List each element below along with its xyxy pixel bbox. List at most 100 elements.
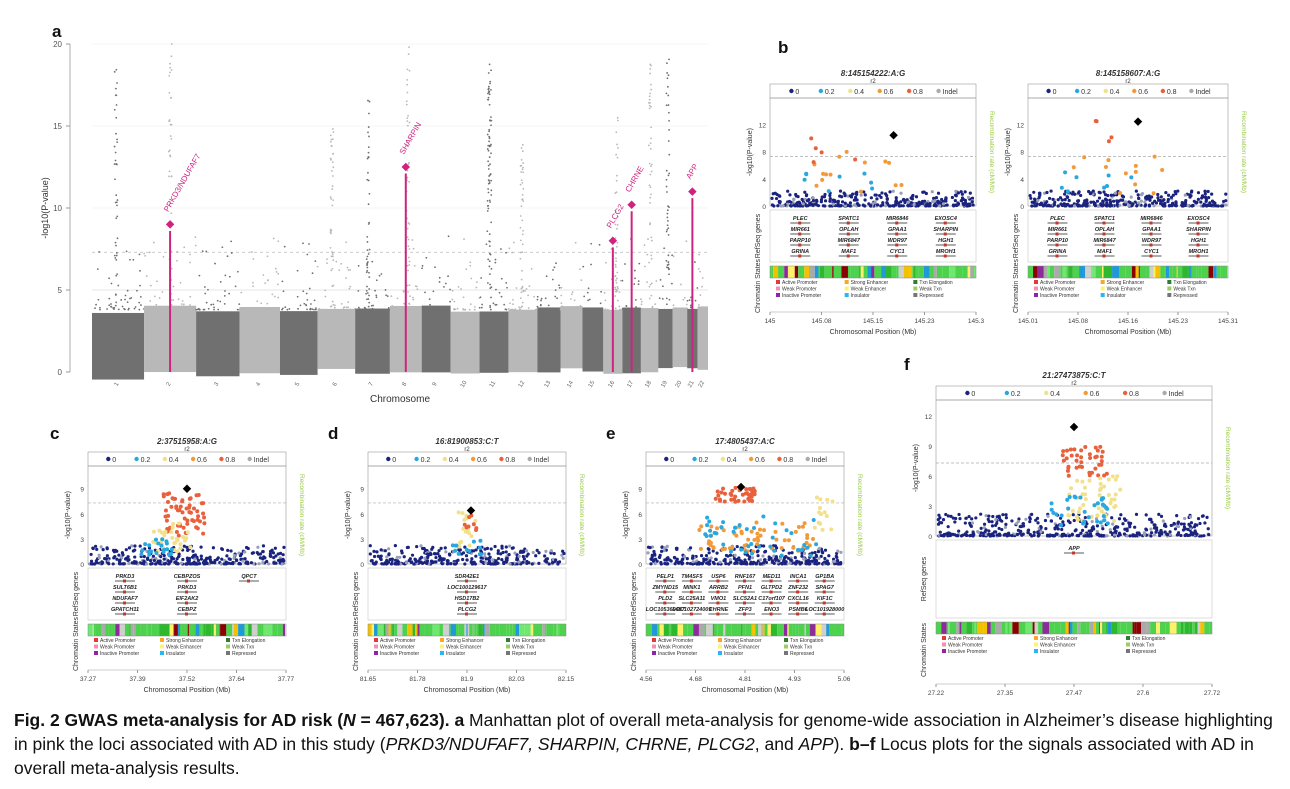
snp-point: [370, 304, 373, 307]
assoc-point: [825, 497, 830, 502]
assoc-point: [805, 545, 810, 550]
gene-label: OPLAH: [1095, 227, 1115, 233]
peak-point: [490, 152, 492, 155]
assoc-point: [1088, 456, 1093, 461]
locus-lead-diamond: [165, 220, 175, 229]
snp-point: [560, 286, 563, 289]
assoc-point: [758, 527, 763, 532]
snp-point: [787, 551, 791, 555]
gene-label: PLCG2: [458, 607, 476, 613]
assoc-point: [163, 508, 168, 513]
peak-point: [332, 166, 335, 169]
assoc-point: [1105, 506, 1110, 511]
gene-label: GPATCH11: [111, 607, 139, 613]
peak-point: [490, 143, 492, 146]
snp-point: [704, 554, 709, 558]
chromatin-segment: [767, 624, 771, 636]
peak-point: [113, 163, 116, 165]
snp-point: [580, 279, 583, 282]
snp-point: [217, 308, 220, 311]
chromatin-segment: [1213, 266, 1217, 278]
snp-point: [912, 202, 916, 207]
snp-point: [246, 307, 249, 310]
snp-point: [506, 286, 508, 289]
chromatin-segment: [211, 624, 214, 636]
snp-point: [432, 290, 435, 293]
snp-point: [1208, 201, 1212, 205]
peak-point: [407, 256, 410, 259]
chromatin-segment: [913, 266, 916, 278]
snp-point: [432, 560, 436, 564]
snp-point: [374, 560, 378, 564]
snp-point: [190, 562, 195, 566]
peak-point: [668, 172, 671, 175]
gene-exon: [769, 579, 773, 583]
state-label: Active Promoter: [782, 280, 818, 286]
chromatin-segment: [1156, 622, 1160, 634]
snp-point: [126, 555, 130, 559]
snp-point: [1188, 524, 1192, 528]
x-axis-label: Chromosome: [370, 394, 430, 405]
snp-point: [987, 529, 991, 533]
x-tick-label: 37.52: [179, 676, 196, 683]
snp-point: [970, 200, 974, 204]
snp-point: [1039, 525, 1043, 529]
r2-label: r2: [870, 79, 876, 85]
snp-point: [880, 191, 884, 195]
peak-point: [616, 227, 618, 230]
gene-exon: [743, 601, 746, 605]
peak-point: [488, 135, 491, 138]
chromatin-segment: [261, 624, 264, 636]
peak-point: [114, 257, 117, 259]
chromatin-segment: [1012, 622, 1019, 634]
snp-point: [281, 308, 283, 311]
chromatin-segment: [698, 624, 705, 636]
state-swatch: [226, 638, 230, 642]
chromatin-segment: [238, 624, 245, 636]
snp-point: [281, 307, 284, 310]
snp-point: [321, 308, 324, 311]
snp-point: [1095, 524, 1100, 528]
snp-point: [413, 264, 416, 267]
snp-point: [181, 557, 185, 562]
snp-point: [343, 306, 346, 309]
peak-point: [490, 189, 493, 192]
peak-point: [366, 241, 369, 243]
snp-point: [385, 294, 387, 297]
snp-point: [136, 289, 138, 292]
snp-point: [411, 239, 414, 241]
snp-point: [387, 547, 391, 551]
snp-point: [487, 552, 491, 556]
chromatin-segment: [871, 266, 875, 278]
snp-point: [894, 196, 898, 200]
assoc-point: [191, 506, 196, 511]
snp-point: [884, 204, 888, 208]
chromatin-segment: [804, 624, 806, 636]
snp-point: [1036, 521, 1040, 525]
snp-point: [654, 303, 657, 306]
snp-point: [442, 557, 446, 561]
chromatin-segment: [467, 624, 470, 636]
snp-point: [535, 548, 539, 552]
gene-label: MIR6846: [886, 216, 909, 222]
peak-point: [488, 199, 491, 202]
assoc-point: [159, 543, 164, 548]
chromatin-segment: [484, 624, 490, 636]
gene-label: SPATC1: [1094, 216, 1115, 222]
snp-point: [682, 298, 685, 301]
peak-point: [487, 164, 490, 167]
snp-point: [1176, 521, 1180, 526]
snp-point: [449, 288, 451, 291]
peak-point: [406, 78, 409, 81]
assoc-point: [478, 538, 483, 543]
assoc-point: [1082, 155, 1087, 160]
snp-point: [357, 289, 360, 292]
snp-point: [792, 197, 796, 201]
snp-point: [143, 307, 146, 310]
snp-point: [521, 549, 525, 553]
caption-bf-letters: b–f: [849, 734, 876, 754]
assoc-point: [749, 494, 754, 499]
peak-point: [521, 305, 524, 308]
chromosome-block: [672, 307, 688, 368]
chromatin-segment: [1049, 622, 1055, 634]
